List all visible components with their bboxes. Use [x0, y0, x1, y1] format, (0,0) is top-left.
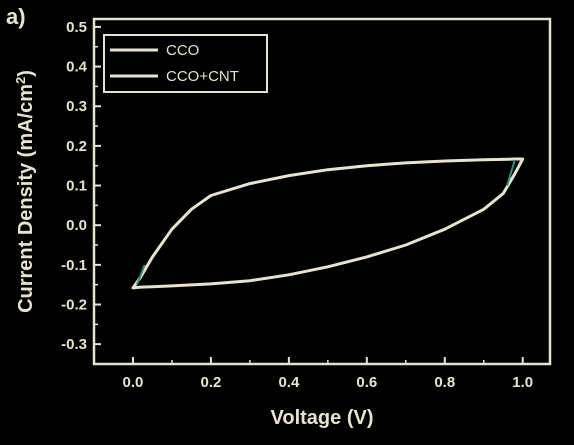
- series-line-cco-cnt-right: [506, 159, 516, 186]
- x-axis-title: Voltage (V): [271, 407, 374, 429]
- y-axis-title-superscript: 2: [13, 77, 28, 84]
- y-tick-label: 0.5: [66, 19, 87, 36]
- y-tick-label: 0.1: [66, 178, 87, 195]
- y-tick-label: 0.4: [66, 59, 88, 76]
- series-layer: [131, 157, 525, 290]
- series-line-cco-cnt-left: [135, 264, 146, 286]
- y-tick-label: 0.0: [66, 217, 87, 234]
- x-tick-label: 1.0: [512, 374, 533, 391]
- y-tick-label: -0.2: [61, 297, 87, 314]
- x-tick-label: 0.8: [434, 374, 455, 391]
- y-tick-label: -0.3: [61, 336, 87, 353]
- y-tick-label: 0.3: [66, 98, 87, 115]
- legend: CCO CCO+CNT: [103, 34, 268, 93]
- y-axis-ticks: -0.3 -0.2 -0.1 0.0 0.1 0.2 0.3 0.4 0.5: [61, 19, 101, 365]
- y-tick-label: 0.2: [66, 138, 87, 155]
- legend-label: CCO+CNT: [166, 68, 239, 85]
- y-axis-title: Current Density (mA/cm2): [13, 70, 37, 313]
- legend-box: [103, 34, 268, 93]
- x-tick-label: 0.2: [200, 374, 221, 391]
- plot-frame: [92, 17, 552, 366]
- x-axis-ticks: 0.0 0.2 0.4 0.6 0.8 1.0: [93, 357, 533, 391]
- y-tick-label: -0.1: [61, 257, 87, 274]
- y-axis-title-main: Current Density (mA/cm: [15, 84, 37, 313]
- x-tick-label: 0.0: [123, 374, 144, 391]
- series-line-cco: [131, 157, 525, 290]
- x-tick-label: 0.4: [278, 374, 300, 391]
- panel-label: a): [6, 4, 26, 29]
- y-axis-title-end: ): [15, 70, 37, 77]
- legend-label: CCO: [166, 42, 199, 59]
- x-tick-label: 0.6: [356, 374, 377, 391]
